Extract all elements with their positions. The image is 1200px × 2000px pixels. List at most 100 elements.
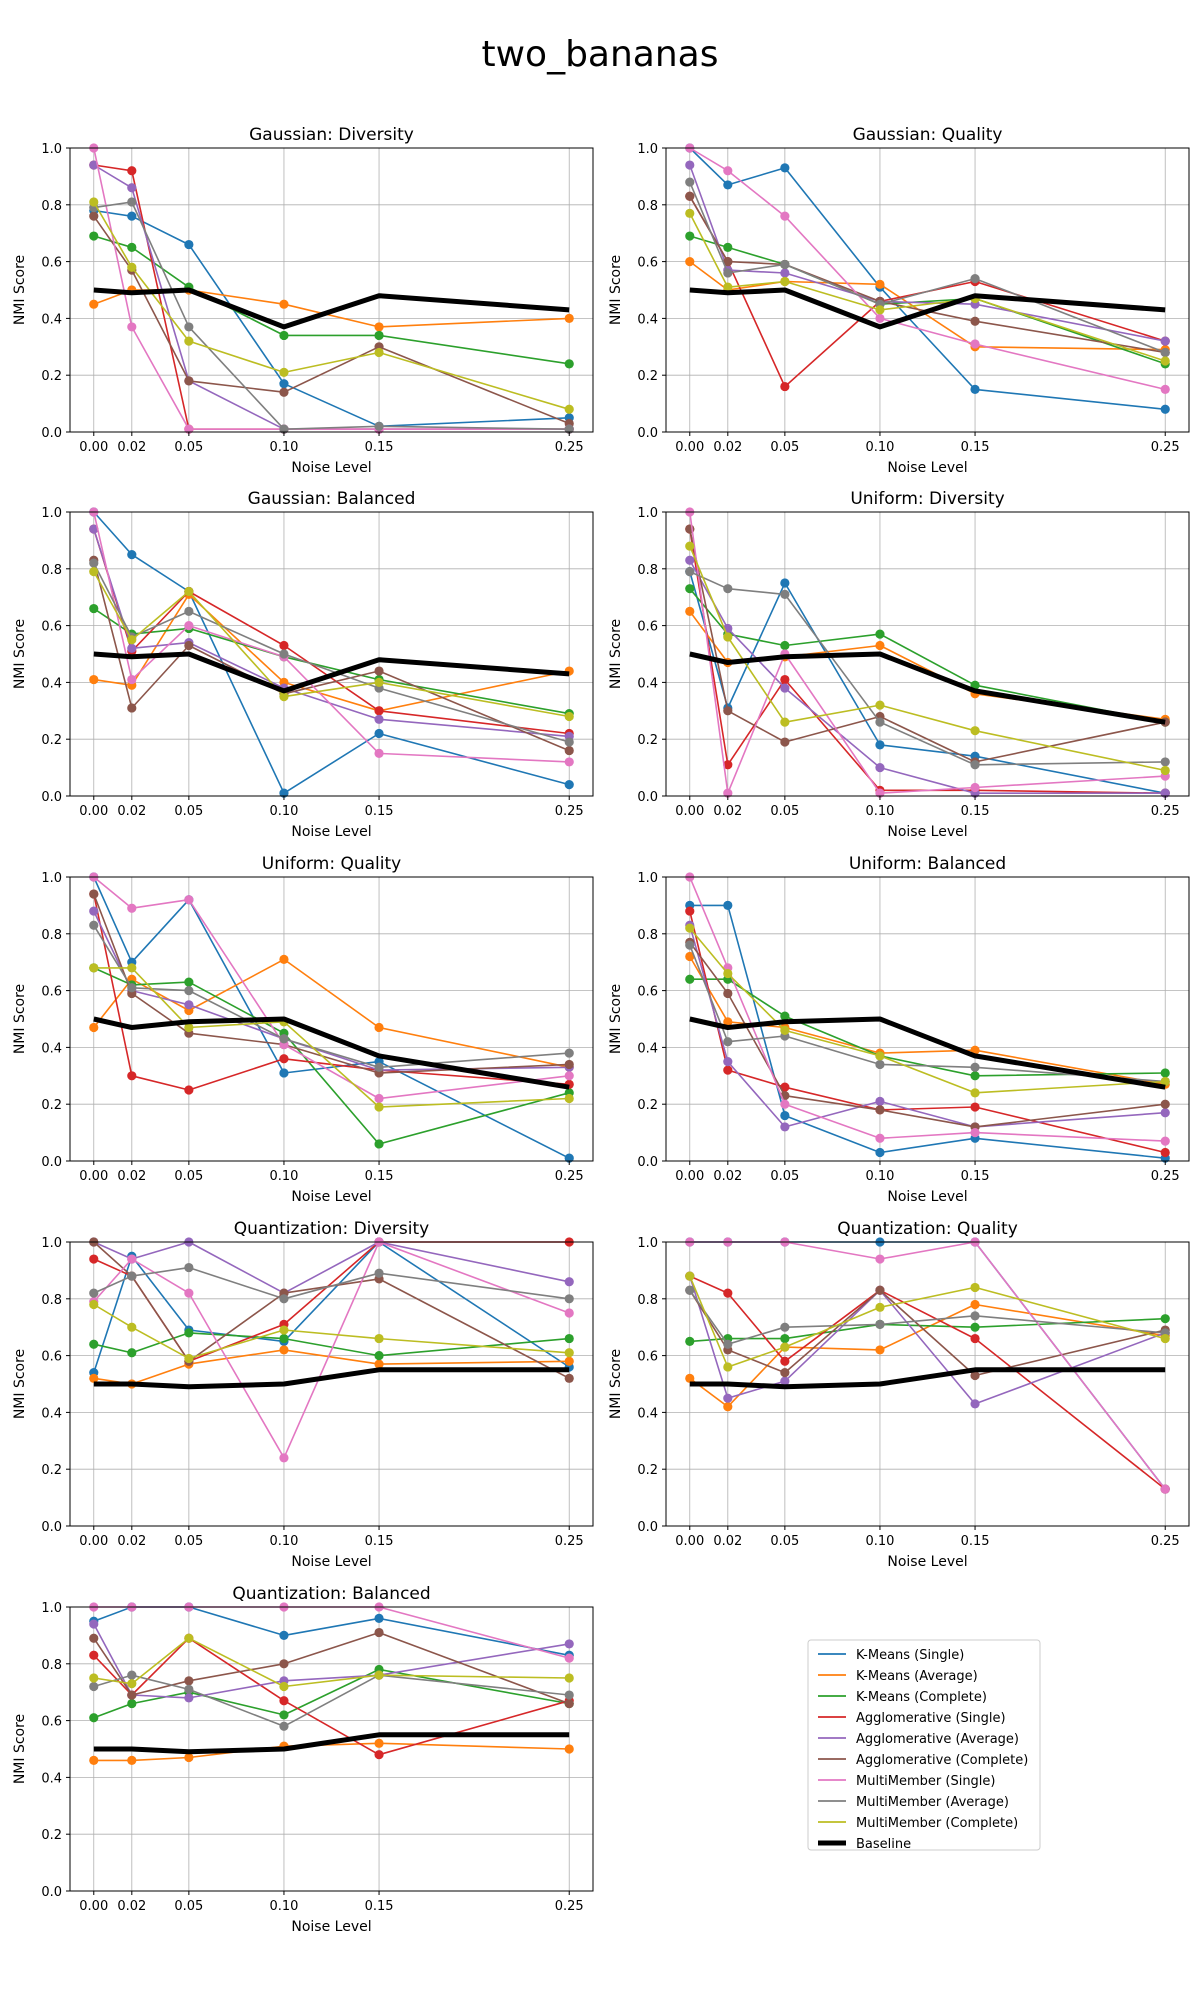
series-line-multimember-complete	[93, 1637, 570, 1688]
x-tick-label: 0.00	[79, 1534, 108, 1549]
data-point-multimember-single-5	[564, 1071, 574, 1081]
panel-quantization-balanced: 0.00 0.02 0.05 0.10 0.15 0.25 0.0 0.2 0.4 0.6 0.8 1…	[12, 1584, 594, 1935]
data-point-multimember-average-5	[564, 1294, 574, 1304]
y-tick-label: 0.6	[637, 985, 658, 1000]
data-point-multimember-complete-0	[89, 1299, 99, 1310]
data-point-k-means-average-4	[374, 1738, 384, 1748]
data-point-agglomerative-complete-5	[564, 1698, 574, 1709]
y-axis-label: NMI Score	[12, 1349, 28, 1419]
x-tick-label: 0.25	[555, 1899, 584, 1914]
y-tick-label: 0.8	[637, 928, 658, 943]
axes-frame	[69, 147, 594, 433]
data-point-multimember-average-4	[970, 1311, 980, 1321]
panel-title: Quantization: Quality	[837, 1219, 1018, 1239]
data-point-agglomerative-single-5	[1160, 1147, 1170, 1158]
data-point-multimember-complete-4	[374, 1102, 384, 1112]
axes-frame	[69, 876, 594, 1162]
data-point-agglomerative-complete-1	[127, 1690, 137, 1700]
legend-box	[807, 1639, 1041, 1851]
data-point-multimember-single-3	[279, 1453, 289, 1463]
data-point-multimember-single-5	[564, 757, 574, 767]
series-line-k-means-single	[93, 511, 570, 795]
panel-gaussian-quality: 0.00 0.02 0.05 0.10 0.15 0.25 0.0 0.2 0.4 0.6 0.8 1…	[608, 125, 1190, 476]
y-tick-label: 0.6	[637, 256, 658, 271]
y-tick-label: 0.6	[41, 1350, 62, 1365]
data-point-k-means-complete-4	[374, 1139, 384, 1149]
panel-title: Gaussian: Balanced	[248, 489, 416, 509]
y-tick-label: 0.0	[41, 1885, 62, 1900]
legend-label: Agglomerative (Complete)	[856, 1753, 1028, 1768]
data-point-agglomerative-single-4	[374, 1750, 384, 1760]
series-line-multimember-single	[93, 511, 570, 763]
series-line-k-means-average	[689, 1303, 1166, 1408]
data-point-multimember-single-2	[184, 895, 194, 905]
series-line-multimember-single	[93, 147, 570, 431]
data-point-agglomerative-complete-0	[685, 191, 695, 201]
x-tick-label: 0.15	[961, 1169, 990, 1184]
data-point-agglomerative-average-0	[685, 160, 695, 170]
y-axis-label: NMI Score	[12, 619, 28, 689]
x-tick-label: 0.05	[174, 440, 203, 455]
series-line-k-means-single	[689, 904, 1166, 1159]
data-point-k-means-single-1	[723, 180, 733, 190]
data-point-agglomerative-complete-2	[780, 737, 790, 747]
data-point-agglomerative-complete-3	[875, 1285, 885, 1295]
x-tick-label: 0.05	[770, 440, 799, 455]
data-point-multimember-single-5	[1160, 384, 1170, 394]
data-point-multimember-average-3	[279, 1294, 289, 1304]
data-point-multimember-average-0	[89, 558, 99, 568]
series-line-k-means-single	[93, 876, 570, 1159]
legend-label: MultiMember (Complete)	[856, 1816, 1018, 1831]
y-tick-label: 0.8	[41, 199, 62, 214]
data-point-agglomerative-single-2	[780, 1356, 790, 1366]
y-tick-label: 1.0	[637, 1236, 658, 1251]
data-point-multimember-single-4	[970, 1128, 980, 1138]
data-point-multimember-single-2	[184, 621, 194, 631]
y-tick-label: 0.6	[41, 256, 62, 271]
data-point-k-means-complete-5	[564, 1333, 574, 1344]
series-line-k-means-average	[93, 958, 570, 1069]
data-point-k-means-average-1	[127, 1755, 137, 1765]
series-line-multimember-average	[93, 1266, 570, 1300]
y-tick-label: 0.4	[41, 1406, 62, 1421]
legend-entry-k-means-complete: K-Means (Complete)	[818, 1690, 987, 1705]
y-tick-label: 1.0	[41, 1601, 62, 1616]
data-point-k-means-average-3	[875, 640, 885, 651]
data-point-multimember-average-3	[279, 1034, 289, 1044]
y-tick-label: 1.0	[637, 871, 658, 886]
data-point-k-means-complete-3	[279, 1333, 289, 1344]
data-point-agglomerative-single-1	[127, 166, 137, 176]
legend-entry-multimember-complete: MultiMember (Complete)	[818, 1816, 1018, 1831]
series-line-agglomerative-average	[689, 164, 1166, 342]
data-point-agglomerative-complete-5	[1160, 1099, 1170, 1109]
data-point-k-means-single-3	[279, 788, 289, 798]
data-point-agglomerative-average-5	[1160, 336, 1170, 346]
data-point-multimember-complete-5	[1160, 765, 1170, 776]
data-point-multimember-single-1	[127, 674, 137, 685]
x-tick-label: 0.15	[961, 804, 990, 819]
series-line-k-means-average	[689, 956, 1166, 1086]
x-tick-label: 0.15	[961, 1534, 990, 1549]
data-point-multimember-complete-2	[184, 1633, 194, 1643]
data-point-multimember-complete-1	[723, 632, 733, 642]
data-point-multimember-average-3	[279, 1721, 289, 1731]
series-line-agglomerative-average	[689, 1275, 1166, 1405]
data-point-agglomerative-complete-2	[780, 1368, 790, 1378]
data-point-multimember-complete-5	[1160, 1333, 1170, 1344]
x-tick-label: 0.10	[269, 804, 298, 819]
data-point-multimember-average-2	[184, 322, 194, 332]
data-point-k-means-single-3	[279, 379, 289, 389]
data-point-agglomerative-complete-4	[970, 1370, 980, 1381]
series-group	[685, 507, 1170, 798]
data-point-k-means-average-4	[374, 1359, 384, 1369]
data-point-multimember-complete-0	[89, 1673, 99, 1683]
series-line-agglomerative-single	[689, 910, 1166, 1154]
y-tick-label: 0.4	[637, 676, 658, 691]
data-point-k-means-single-2	[780, 1110, 790, 1121]
series-line-multimember-complete	[689, 212, 1166, 362]
x-tick-label: 0.00	[79, 1899, 108, 1914]
data-point-multimember-average-1	[723, 584, 733, 594]
x-axis-label: Noise Level	[291, 824, 371, 840]
axes-frame	[665, 147, 1190, 433]
data-point-k-means-average-1	[723, 1402, 733, 1412]
